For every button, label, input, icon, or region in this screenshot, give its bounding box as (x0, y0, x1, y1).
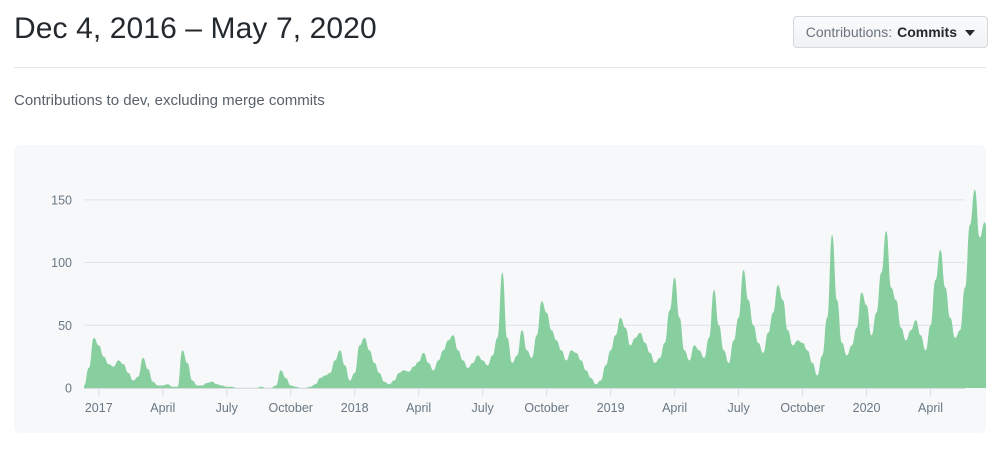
chevron-down-icon (965, 29, 975, 36)
contributions-chart-panel: 0 50 100 150 2017 April July October 2018 April Ju… (14, 145, 986, 433)
x-axis-tick-label: April (918, 401, 943, 415)
x-axis-tick-label: July (216, 401, 239, 415)
x-axis-tick-label: 2018 (341, 401, 369, 415)
x-axis-tick-label: July (727, 401, 750, 415)
dropdown-prefix-label: Contributions: (805, 24, 893, 40)
y-axis-tick-label: 50 (58, 319, 72, 333)
page-title: Dec 4, 2016 – May 7, 2020 (14, 12, 377, 45)
x-axis-tick-label: 2017 (85, 401, 113, 415)
x-axis-tick-label: October (780, 401, 824, 415)
x-axis-tick-label: April (150, 401, 175, 415)
x-axis-tick-label: October (268, 401, 312, 415)
x-axis-tick-label: 2019 (597, 401, 625, 415)
x-axis-tick-label: 2020 (853, 401, 881, 415)
y-axis-tick-label: 100 (51, 256, 72, 270)
chart-svg: 0 50 100 150 2017 April July October 2018 April Ju… (51, 189, 986, 415)
y-axis-tick-label: 150 (51, 193, 72, 207)
x-axis-tick-label: April (662, 401, 687, 415)
area-series-commits (84, 189, 986, 388)
header-divider (14, 67, 986, 68)
x-axis-tick-label: April (406, 401, 431, 415)
x-axis-tick-label: July (472, 401, 495, 415)
contributions-area-chart[interactable]: 0 50 100 150 2017 April July October 2018 April Ju… (14, 145, 986, 433)
contributions-type-dropdown[interactable]: Contributions: Commits (792, 16, 988, 48)
y-axis-tick-label: 0 (65, 382, 72, 396)
header: Dec 4, 2016 – May 7, 2020 Contributions:… (14, 8, 988, 56)
chart-subtitle: Contributions to dev, excluding merge co… (14, 92, 325, 109)
x-axis-tick-label: October (524, 401, 568, 415)
dropdown-selected-value: Commits (897, 24, 957, 40)
